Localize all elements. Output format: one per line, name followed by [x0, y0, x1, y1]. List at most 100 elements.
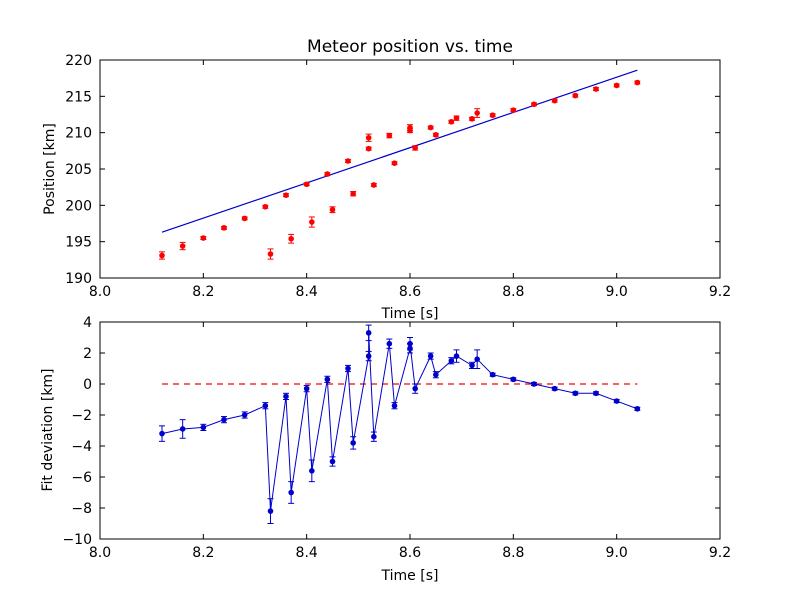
deviation-data-point: [309, 468, 315, 474]
deviation-y-tick-label: −4: [71, 439, 92, 455]
deviation-y-axis-label: Fit deviation [km]: [40, 368, 56, 491]
deviation-data-point: [433, 371, 439, 378]
deviation-data-point: [365, 353, 372, 359]
position-data-point: [593, 86, 599, 92]
deviation-y-tick-label: 2: [83, 346, 92, 362]
position-data-point: [453, 115, 460, 121]
position-y-tick-label: 220: [65, 53, 92, 69]
position-data-point: [412, 145, 418, 151]
position-data-point: [634, 79, 641, 86]
position-x-tick-label: 8.2: [192, 284, 214, 300]
position-data-point: [329, 206, 336, 213]
deviation-x-ticks: 8.0 8.2 8.4 8.6 8.8 9.0 9.2: [89, 322, 731, 561]
deviation-panel: 8.0 8.2 8.4 8.6 8.8 9.0 9.2 −10 −8 −6 −4 −2 0 2 4 Tim…: [40, 315, 731, 584]
deviation-data-point: [283, 393, 289, 400]
position-y-tick-label: 200: [65, 198, 92, 214]
position-data-point: [345, 158, 351, 164]
position-data-point: [288, 235, 294, 242]
deviation-data-point: [262, 402, 269, 409]
deviation-x-tick-label: 9.2: [709, 545, 731, 561]
position-data-point: [350, 190, 356, 197]
deviation-data-point: [427, 353, 434, 359]
position-x-tick-label: 8.4: [296, 284, 318, 300]
position-x-tick-label: 8.6: [399, 284, 421, 300]
position-data-point: [309, 219, 315, 225]
position-data-point: [267, 251, 274, 257]
deviation-x-tick-label: 8.8: [502, 545, 524, 561]
deviation-data-point: [200, 424, 207, 431]
position-data-point: [283, 192, 289, 198]
deviation-data-point: [613, 398, 620, 404]
deviation-x-tick-label: 9.0: [606, 545, 628, 561]
position-data-point: [159, 252, 165, 259]
deviation-y-tick-label: −10: [62, 532, 92, 548]
deviation-data-point: [572, 390, 579, 397]
position-data-point: [572, 92, 579, 99]
deviation-y-tick-label: −6: [71, 470, 92, 486]
position-data-point: [365, 134, 372, 141]
deviation-y-tick-label: −8: [71, 501, 92, 517]
position-data-point: [371, 182, 377, 188]
deviation-data-point: [412, 385, 418, 392]
deviation-data-point: [474, 356, 480, 363]
position-data-point: [489, 112, 496, 119]
deviation-data-point: [324, 376, 331, 383]
deviation-data-point: [551, 385, 558, 392]
position-y-tick-label: 215: [65, 89, 92, 105]
position-y-tick-label: 190: [65, 271, 92, 287]
deviation-data-point: [531, 381, 537, 387]
deviation-x-tick-label: 8.6: [399, 545, 421, 561]
deviation-data-point: [593, 390, 599, 397]
position-y-axis-label: Position [km]: [42, 123, 58, 215]
position-data-point: [200, 235, 207, 241]
position-data-point: [179, 243, 186, 249]
position-chart-title: Meteor position vs. time: [307, 37, 513, 57]
deviation-x-tick-label: 8.4: [296, 545, 318, 561]
position-data-point: [510, 107, 517, 113]
position-data-point: [221, 225, 227, 231]
deviation-y-tick-label: −2: [71, 408, 92, 424]
deviation-data-point: [448, 357, 455, 364]
deviation-y-tick-label: 4: [83, 315, 92, 331]
position-data-point: [448, 118, 455, 125]
position-data-point: [391, 160, 398, 166]
position-x-tick-label: 9.2: [709, 284, 731, 300]
deviation-data-point: [365, 330, 372, 336]
position-data-point: [551, 97, 558, 104]
position-data-point: [407, 124, 413, 131]
deviation-data-point: [371, 433, 377, 440]
position-data-point: [469, 116, 475, 122]
position-x-tick-label: 8.8: [502, 284, 524, 300]
position-data-point: [324, 171, 331, 177]
deviation-data-point: [510, 376, 517, 383]
position-data-point: [433, 132, 439, 138]
fit-line: [161, 69, 638, 233]
deviation-data-point: [391, 402, 398, 409]
position-data-point: [241, 215, 248, 222]
position-y-tick-label: 195: [65, 235, 92, 251]
position-x-tick-label: 8.0: [89, 284, 111, 300]
position-x-tick-label: 9.0: [606, 284, 628, 300]
deviation-y-tick-label: 0: [83, 377, 92, 393]
deviation-data-point: [288, 489, 294, 496]
position-panel: Meteor position vs. time 8.0 8.2 8.4 8.6 8.8…: [42, 37, 731, 322]
deviation-x-tick-label: 8.0: [89, 545, 111, 561]
deviation-axes-frame: [99, 321, 721, 540]
deviation-data-point: [489, 371, 496, 378]
deviation-data-point: [345, 365, 351, 372]
deviation-x-axis-label: Time [s]: [381, 568, 439, 584]
position-data-point: [386, 132, 393, 139]
position-data-point: [303, 181, 310, 188]
position-data-point: [613, 82, 620, 89]
deviation-data-point: [179, 426, 186, 432]
deviation-data-point: [350, 440, 356, 446]
deviation-data-point: [386, 340, 393, 347]
deviation-x-tick-label: 8.2: [192, 545, 214, 561]
deviation-data-point: [329, 458, 336, 465]
deviation-data-point: [159, 430, 165, 437]
deviation-data-point: [303, 385, 310, 392]
position-y-ticks: 190 195 200 205 210 215 220: [65, 53, 720, 287]
position-data-point: [262, 203, 269, 210]
